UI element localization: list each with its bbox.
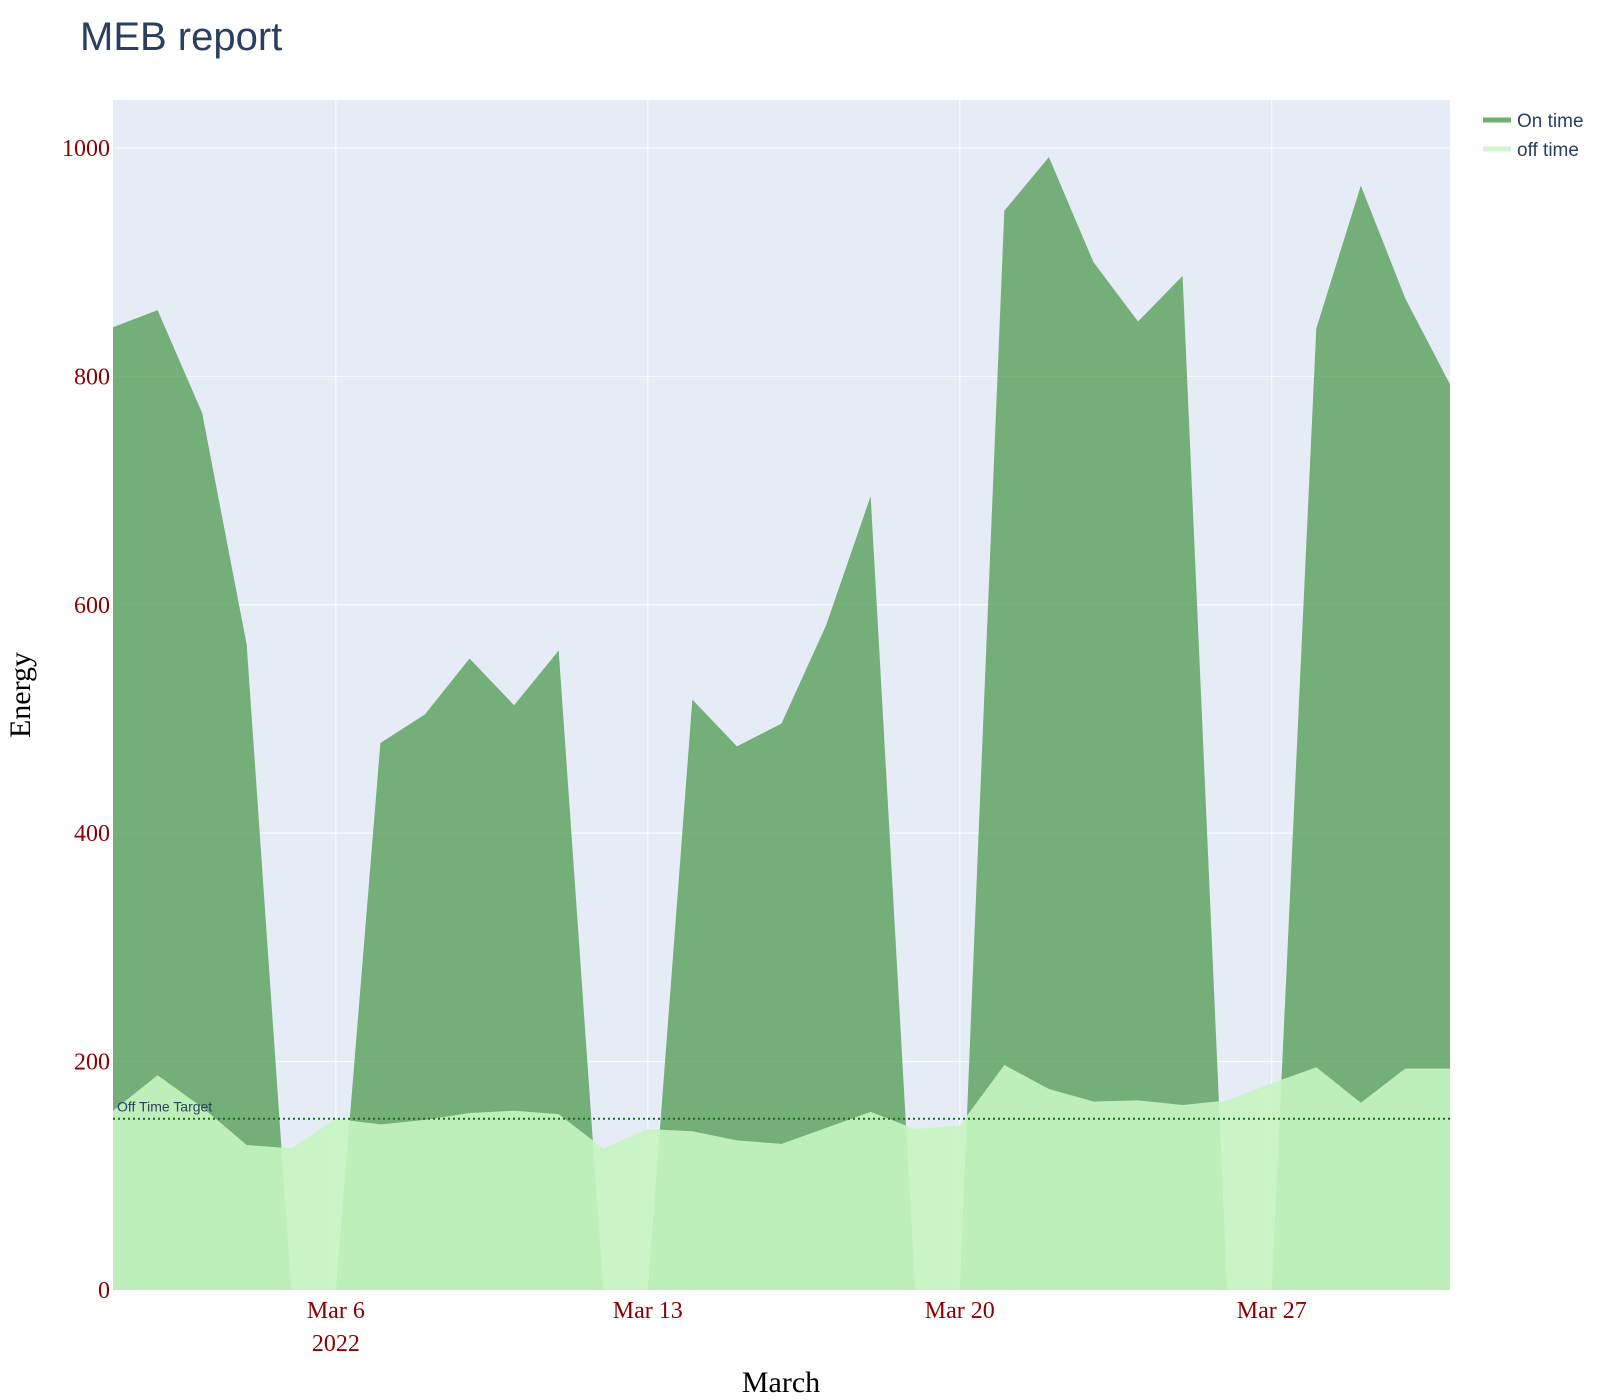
legend-label: On time (1517, 111, 1584, 132)
x-tick-label: Mar 27 (1237, 1298, 1307, 1324)
y-tick-label: 200 (74, 1050, 110, 1076)
y-axis-title: Energy (4, 652, 37, 738)
x-axis-ticks: Mar 6 2022 Mar 13 Mar 20 Mar 27 (307, 1298, 1307, 1357)
legend-item-on-time[interactable]: On time (1483, 111, 1584, 132)
x-tick-label: Mar 6 (307, 1298, 365, 1324)
legend-label: off time (1517, 140, 1579, 161)
y-tick-label: 0 (98, 1278, 110, 1304)
y-tick-label: 800 (74, 364, 110, 390)
legend-item-off-time[interactable]: off time (1483, 140, 1579, 161)
y-tick-label: 1000 (62, 136, 110, 162)
x-axis-title: March (742, 1366, 820, 1399)
legend[interactable]: On time off time (1483, 111, 1584, 161)
x-tick-label: Mar 20 (925, 1298, 995, 1324)
x-tick-label: Mar 13 (613, 1298, 683, 1324)
area-off-time[interactable] (113, 1065, 1450, 1290)
area-series (113, 157, 1450, 1291)
y-tick-label: 400 (74, 821, 110, 847)
target-line-layer: Off Time Target (113, 1099, 1450, 1120)
area-on-time[interactable] (113, 157, 1450, 1291)
y-axis-ticks: 0 200 400 600 800 1000 (62, 136, 110, 1304)
x-tick-sublabel: 2022 (312, 1331, 360, 1357)
chart-title: MEB report (80, 15, 282, 59)
target-label: Off Time Target (117, 1099, 212, 1115)
y-tick-label: 600 (74, 593, 110, 619)
